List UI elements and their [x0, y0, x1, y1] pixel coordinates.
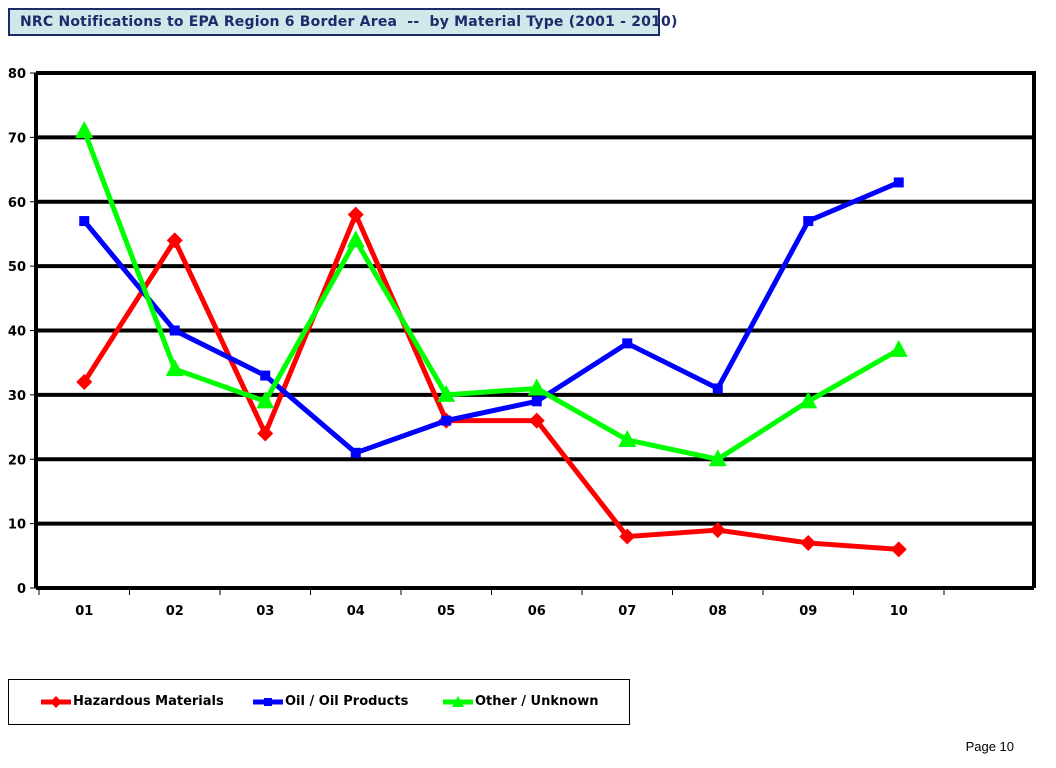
- y-tick-label: 80: [8, 67, 26, 82]
- y-tick-label: 10: [8, 518, 26, 533]
- x-tick-label: 09: [799, 604, 817, 619]
- data-point: [169, 325, 180, 336]
- series-line: [81, 130, 900, 462]
- data-point: [165, 359, 184, 377]
- legend-swatch-other: [443, 695, 473, 707]
- data-point: [708, 449, 727, 467]
- gridlines: [36, 71, 1034, 526]
- data-point: [709, 522, 726, 539]
- series-layer: [75, 120, 908, 558]
- x-tick-label: 02: [166, 604, 184, 619]
- y-tick-label: 50: [8, 260, 26, 275]
- legend-swatch-hazardous: [41, 695, 71, 708]
- data-point: [622, 338, 633, 349]
- page-number: Page 10: [965, 739, 1014, 754]
- data-point: [800, 534, 817, 551]
- legend-label-other: Other / Unknown: [475, 694, 599, 709]
- data-point: [346, 230, 365, 248]
- y-tick-label: 40: [8, 325, 26, 340]
- x-axis-ticks: 01 02 03 04 05 06 07 08 09 10: [38, 588, 945, 619]
- data-point: [618, 429, 637, 447]
- legend-item-hazardous: Hazardous Materials: [39, 694, 224, 709]
- series-2: [75, 120, 908, 467]
- series-0: [76, 206, 907, 558]
- legend-label-hazardous: Hazardous Materials: [73, 694, 224, 709]
- x-tick-label: 10: [890, 604, 908, 619]
- data-point: [712, 383, 723, 394]
- x-tick-label: 08: [709, 604, 727, 619]
- series-line: [82, 212, 899, 552]
- series-line: [82, 180, 900, 456]
- x-tick-label: 05: [437, 604, 455, 619]
- data-point: [79, 216, 90, 227]
- data-point: [256, 391, 275, 409]
- data-point: [803, 216, 814, 227]
- data-point: [257, 425, 274, 442]
- data-point: [889, 339, 908, 357]
- data-point: [893, 177, 904, 188]
- x-tick-label: 06: [528, 604, 546, 619]
- series-1: [79, 177, 904, 458]
- y-tick-label: 30: [8, 389, 26, 404]
- data-point: [350, 447, 361, 458]
- x-tick-label: 04: [347, 604, 365, 619]
- data-point: [890, 541, 907, 558]
- data-point: [799, 391, 818, 409]
- y-tick-label: 0: [17, 582, 26, 597]
- data-point: [619, 528, 636, 545]
- legend-item-oil: Oil / Oil Products: [251, 694, 408, 709]
- y-tick-label: 70: [8, 131, 26, 146]
- data-point: [531, 396, 542, 407]
- x-tick-label: 03: [256, 604, 274, 619]
- data-point: [528, 412, 545, 429]
- legend: Hazardous Materials Oil / Oil Products O…: [8, 679, 630, 725]
- y-axis-ticks: 0 10 20 30 40 50 60 70 80: [8, 67, 36, 597]
- data-point: [347, 206, 364, 223]
- data-point: [441, 415, 452, 426]
- legend-label-oil: Oil / Oil Products: [285, 694, 409, 709]
- x-tick-label: 01: [75, 604, 93, 619]
- y-tick-label: 20: [8, 453, 26, 468]
- y-tick-label: 60: [8, 196, 26, 211]
- data-point: [437, 384, 456, 402]
- data-point: [166, 232, 183, 249]
- data-point: [260, 370, 271, 381]
- data-point: [76, 374, 93, 390]
- legend-item-other: Other / Unknown: [441, 694, 598, 709]
- x-tick-label: 07: [618, 604, 636, 619]
- legend-swatch-oil: [253, 697, 283, 706]
- data-point: [527, 378, 546, 396]
- data-point: [75, 120, 94, 138]
